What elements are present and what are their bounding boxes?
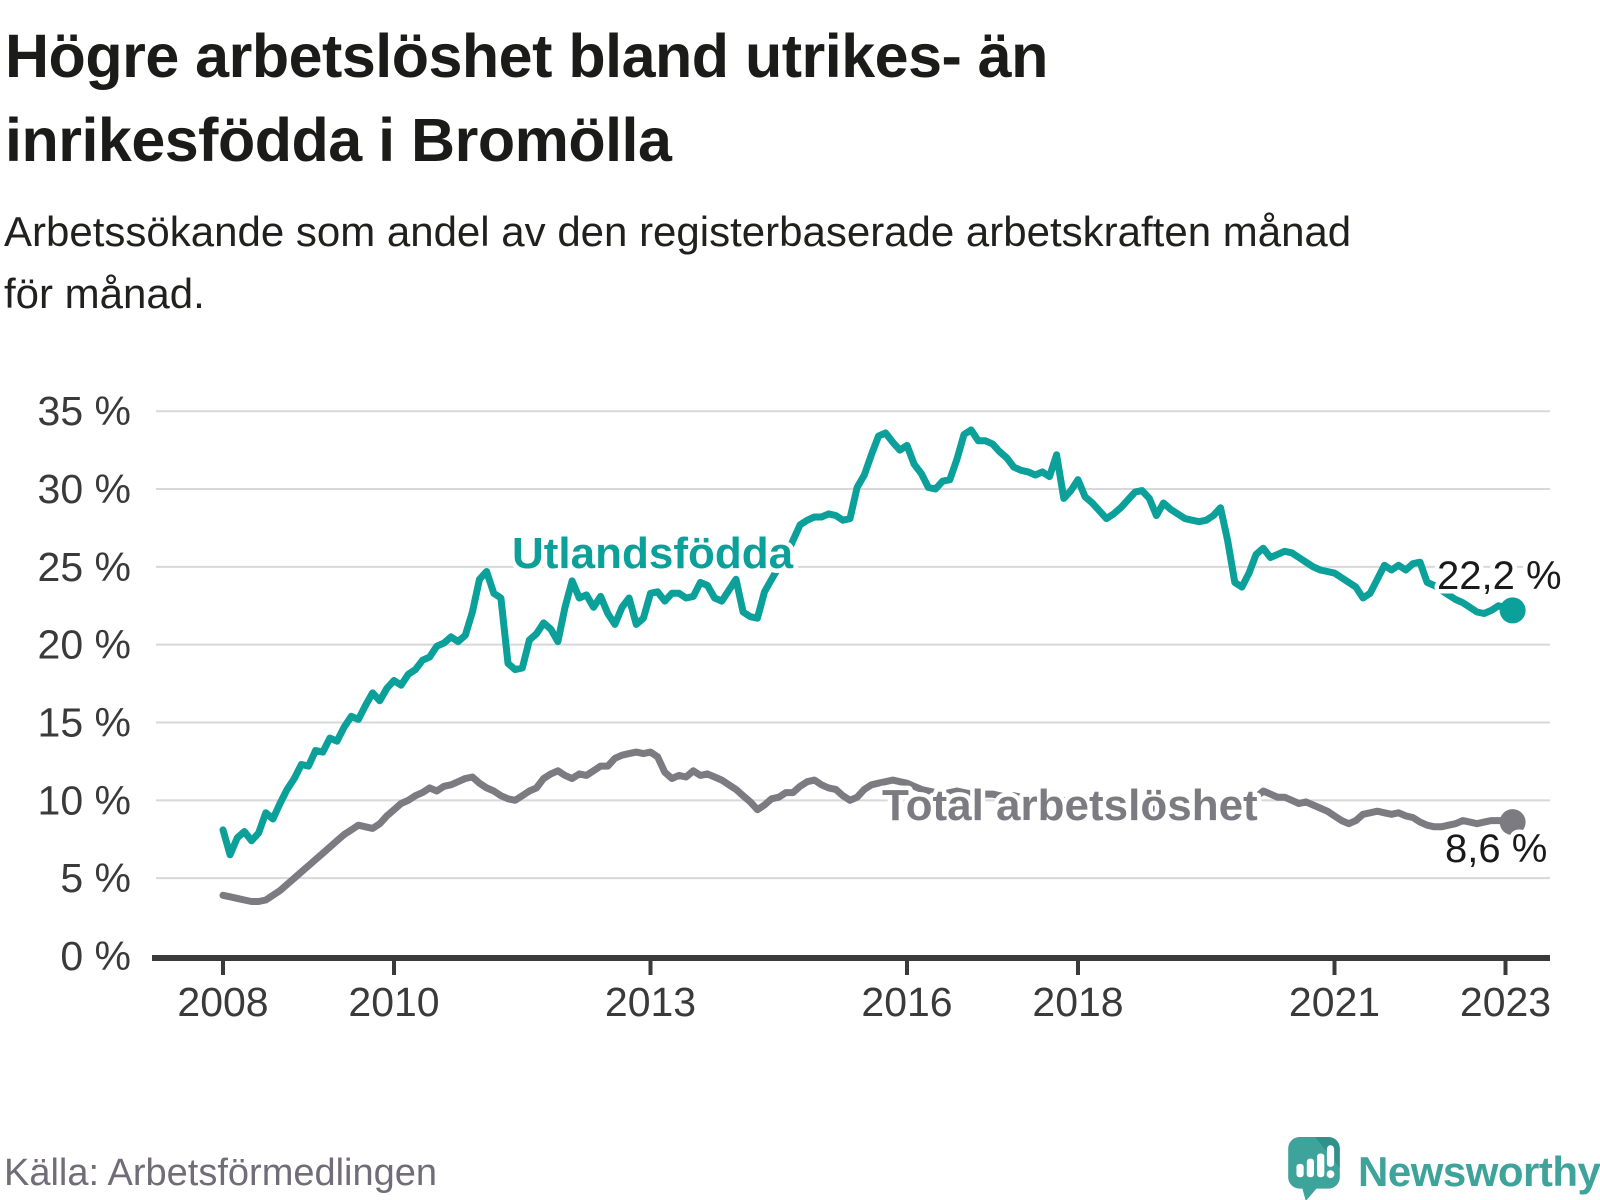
title-line-1: Högre arbetslöshet bland utrikes- än (5, 22, 1048, 90)
series-label: Total arbetslöshet (882, 781, 1258, 830)
y-axis-label: 10 % (38, 777, 131, 823)
y-axis-label: 15 % (38, 700, 131, 746)
logo-exclamation-bar (1326, 1145, 1335, 1167)
x-axis-label: 2016 (861, 979, 952, 1025)
y-axis-label: 30 % (38, 466, 131, 512)
y-axis-label: 0 % (60, 933, 131, 979)
title-line-2: inrikesfödda i Bromölla (5, 106, 672, 174)
logo-bar-2 (1306, 1158, 1314, 1178)
x-axis-label: 2010 (348, 979, 439, 1025)
logo-bar-1 (1296, 1163, 1304, 1178)
logo-bar-3 (1317, 1153, 1325, 1178)
subtitle-line-2: för månad. (4, 270, 205, 317)
x-axis-label: 2021 (1289, 979, 1380, 1025)
logo-exclamation-dot (1326, 1170, 1335, 1179)
x-axis-label: 2023 (1460, 979, 1551, 1025)
x-axis-label: 2018 (1032, 979, 1123, 1025)
y-axis-label: 35 % (38, 388, 131, 434)
end-value-label: 8,6 % (1445, 827, 1547, 871)
series-label: Utlandsfödda (512, 529, 794, 578)
chart-subtitle: Arbetssökande som andel av den registerb… (4, 201, 1564, 325)
y-axis-label: 25 % (38, 544, 131, 590)
series-line-utlandsfodda (219, 426, 1517, 859)
end-value-label: 22,2 % (1437, 554, 1562, 598)
newsworthy-speech-bubble-chart-icon (1288, 1137, 1340, 1200)
page-title: Högre arbetslöshet bland utrikes- än inr… (5, 14, 1405, 182)
logo-tail (1301, 1185, 1320, 1200)
logo-fold (1315, 1137, 1340, 1168)
x-axis-label: 2008 (177, 979, 268, 1025)
y-axis-label: 20 % (38, 622, 131, 668)
y-axis-label: 5 % (60, 855, 131, 901)
source-note: Källa: Arbetsförmedlingen (4, 1152, 438, 1194)
brand-logo: Newsworthy (1288, 1137, 1600, 1200)
x-axis-label: 2013 (605, 979, 696, 1025)
subtitle-line-1: Arbetssökande som andel av den registerb… (4, 208, 1352, 255)
brand-name: Newsworthy (1358, 1148, 1600, 1195)
end-dot (1499, 809, 1526, 836)
series-line-total (219, 748, 1517, 905)
end-dot (1499, 597, 1526, 624)
